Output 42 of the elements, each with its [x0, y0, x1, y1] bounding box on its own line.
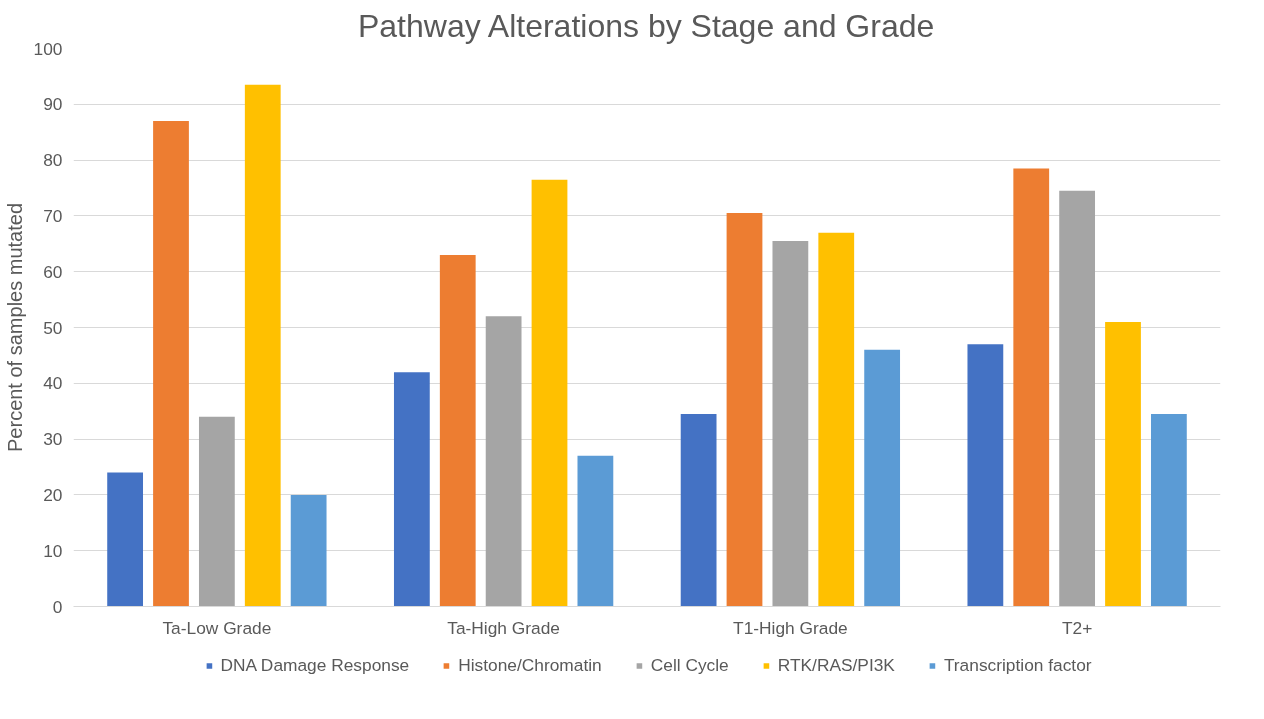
y-tick-label: 0: [52, 596, 63, 617]
legend-label: Cell Cycle: [650, 654, 729, 676]
y-tick-label: 30: [43, 429, 63, 450]
x-tick-label: T1-High Grade: [733, 617, 848, 638]
bar: [864, 349, 901, 607]
bar: [818, 232, 855, 607]
bar: [198, 416, 235, 607]
bar: [439, 254, 476, 607]
bar: [485, 316, 522, 607]
y-tick-label: 70: [43, 205, 63, 226]
bar: [577, 455, 614, 607]
bar: [1105, 321, 1141, 607]
x-tick-label: T2+: [1061, 617, 1093, 638]
y-tick-label: 50: [43, 317, 63, 338]
x-tick-label: Ta-Low Grade: [162, 617, 272, 638]
chart-title: Pathway Alterations by Stage and Grade: [357, 7, 935, 44]
bar: [680, 413, 717, 607]
y-tick-label: 100: [33, 38, 63, 59]
bar: [153, 121, 189, 607]
bar: [967, 344, 1004, 607]
y-tick-label: 20: [43, 484, 63, 505]
bar: [107, 472, 144, 607]
legend-label: Histone/Chromatin: [458, 654, 602, 676]
bar: [726, 213, 763, 607]
legend-label: RTK/RAS/PI3K: [777, 654, 895, 676]
y-tick-label: 80: [43, 150, 63, 171]
y-tick-label: 10: [43, 540, 63, 561]
legend-label: Transcription factor: [943, 654, 1092, 676]
bar: [1059, 190, 1096, 607]
x-tick-label: Ta-High Grade: [447, 617, 560, 638]
bar: [244, 84, 281, 607]
y-tick-label: 90: [43, 94, 63, 115]
legend-label: DNA Damage Response: [220, 654, 410, 676]
bar: [1013, 168, 1050, 607]
bar: [531, 179, 568, 607]
y-tick-label: 40: [43, 373, 63, 394]
bar: [393, 372, 430, 607]
bar: [1150, 413, 1187, 607]
bar: [290, 494, 327, 607]
y-tick-label: 60: [43, 261, 63, 282]
bar: [772, 241, 809, 607]
y-axis-title: Percent of samples mutated: [3, 202, 26, 453]
